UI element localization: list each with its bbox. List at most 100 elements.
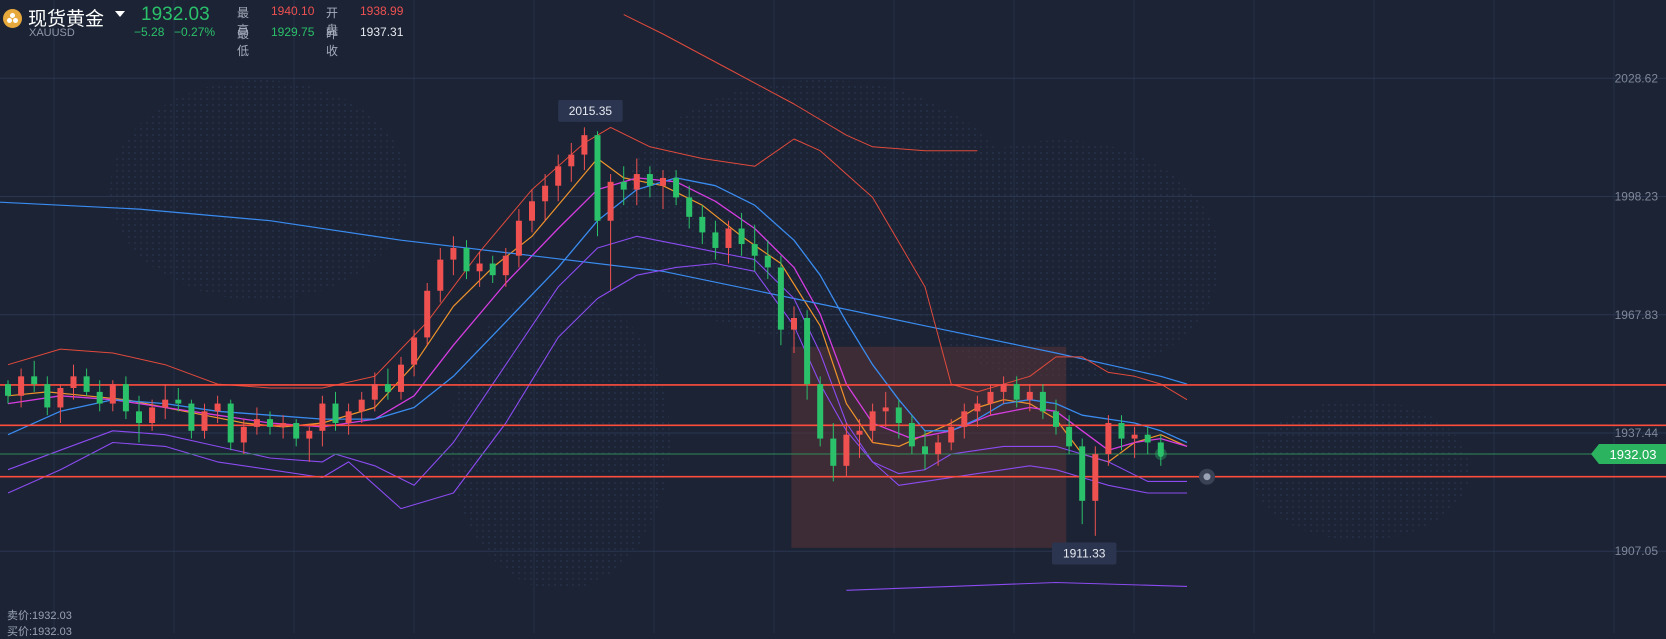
candle-body (660, 177, 666, 186)
candle-body (306, 430, 313, 439)
indicator-line-bb_upper (623, 14, 978, 152)
candle (122, 376, 129, 420)
candle (882, 391, 889, 427)
candle-body (987, 391, 994, 404)
candle (555, 154, 562, 202)
candle-body (673, 177, 680, 198)
candle (5, 380, 11, 404)
candle-body (450, 247, 457, 260)
candle-body (1026, 391, 1033, 400)
candle (987, 384, 994, 416)
candle (18, 368, 25, 408)
candle-body (476, 263, 483, 272)
candle-body (502, 255, 509, 276)
candle (149, 399, 156, 431)
candle (594, 131, 601, 237)
indicator-line-ma_blue (0, 201, 1188, 385)
candle (437, 247, 444, 303)
candle-body (777, 267, 784, 330)
candle-body (935, 442, 942, 455)
candle-body (843, 434, 850, 466)
candle (948, 419, 955, 451)
candle (791, 306, 797, 353)
candles (5, 127, 1164, 536)
high-callout: 2015.35 (569, 104, 613, 118)
candle-body (398, 364, 404, 392)
candle-body (227, 403, 234, 443)
candle (424, 282, 431, 346)
candle-body (384, 384, 391, 392)
candle (895, 399, 902, 439)
candle-body (122, 384, 129, 412)
candle (620, 166, 627, 206)
candle-body (751, 244, 758, 256)
candle-body (293, 423, 300, 439)
candle (607, 174, 614, 291)
candle (1053, 399, 1059, 435)
candle-body (594, 135, 601, 221)
candle (974, 395, 981, 427)
indicator-line-bb (7, 262, 1187, 510)
candle-body (136, 411, 142, 424)
gold-logo-icon (3, 9, 22, 28)
candle-body (581, 135, 588, 155)
candle-body (804, 317, 811, 385)
candle-body (253, 419, 260, 427)
low-callout-box (1052, 542, 1117, 565)
candle-body (895, 407, 902, 424)
candle (817, 376, 824, 447)
candle (777, 255, 784, 346)
candle (345, 403, 352, 435)
candle (188, 399, 195, 439)
instrument-symbol: XAUUSD (29, 27, 75, 39)
indicator-line-ma_blue (7, 177, 1188, 444)
low-callout: 1911.33 (1063, 547, 1106, 561)
candle (319, 395, 326, 447)
price-change-pct: −0.27% (174, 25, 216, 39)
candle (371, 372, 378, 412)
candle-body (1118, 423, 1125, 439)
candle (725, 220, 732, 264)
chevron-down-icon[interactable] (115, 11, 125, 17)
candle-body (489, 263, 496, 276)
candle-body (44, 384, 51, 408)
instrument-name[interactable]: 现货黄金 (28, 9, 105, 30)
candle (57, 384, 64, 424)
candle-body (856, 430, 863, 435)
candle (633, 158, 640, 206)
candle-body (869, 411, 876, 431)
candle-body (162, 399, 169, 408)
candle (358, 391, 365, 424)
candle-body (358, 399, 365, 412)
ask-price: 卖价:1932.03 (7, 610, 72, 622)
candle (253, 407, 260, 435)
candle-body (5, 384, 11, 396)
candle-body (542, 185, 549, 202)
candle (1026, 384, 1033, 412)
candle (214, 395, 221, 424)
candle-body (411, 337, 418, 365)
candle (856, 419, 863, 459)
candle (96, 380, 103, 412)
candle-body (96, 391, 103, 404)
candle (1105, 415, 1112, 466)
candle (44, 376, 51, 416)
candle-body (267, 419, 273, 427)
candle-body (1092, 454, 1099, 501)
candle (489, 255, 496, 283)
candle-body (620, 181, 627, 190)
candle (686, 185, 693, 229)
candle (843, 423, 850, 478)
candle-body (424, 290, 431, 338)
candle-body (555, 166, 562, 186)
low-label: 最低 (237, 27, 250, 58)
candle-body (175, 399, 182, 404)
candle (568, 142, 575, 182)
candle (764, 240, 771, 280)
price-tick-label: 2028.62 (1615, 71, 1659, 85)
candle (1039, 384, 1046, 420)
candle-body (948, 426, 955, 443)
candle (673, 170, 680, 206)
candle (1000, 376, 1007, 404)
